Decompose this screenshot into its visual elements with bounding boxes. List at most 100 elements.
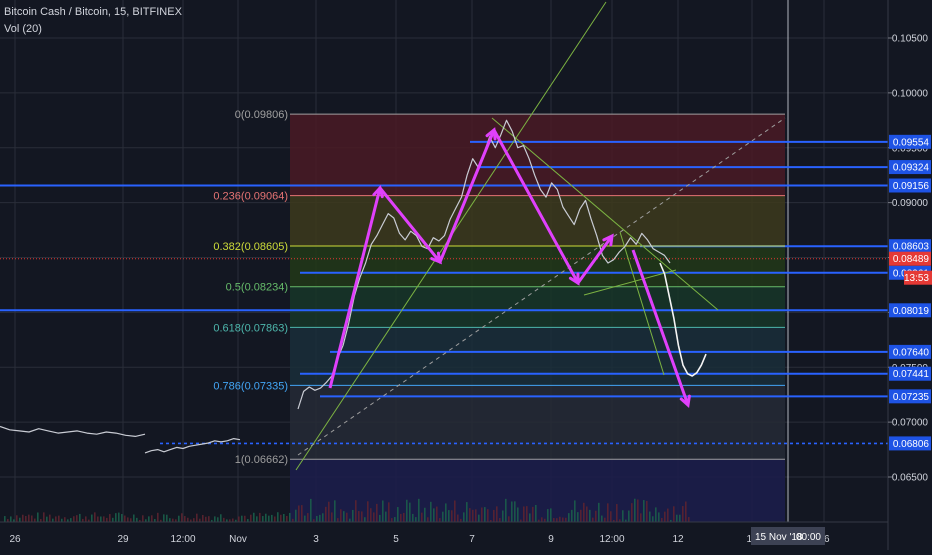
arrowhead-icon[interactable]: [602, 233, 614, 247]
volume-indicator-label[interactable]: Vol (20): [4, 23, 42, 35]
arrowhead-icon[interactable]: [485, 127, 497, 141]
trendlines[interactable]: [295, 1, 786, 471]
volume-bar: [445, 503, 447, 522]
volume-bar: [280, 514, 282, 522]
volume-bar: [307, 513, 309, 522]
x-tick-label[interactable]: 3: [313, 534, 319, 545]
arrowhead-icon[interactable]: [568, 272, 580, 286]
volume-bar: [172, 518, 174, 522]
volume-bar: [460, 518, 462, 522]
volume-bar: [628, 510, 630, 522]
level-price-tag[interactable]: [889, 344, 931, 359]
volume-bar: [622, 510, 624, 522]
fibonacci-retracement[interactable]: 0(0.09806) 0.236(0.09064) 0.382(0.08605) 0.…: [213, 109, 785, 466]
volume-bar: [79, 513, 81, 522]
x-tick-label[interactable]: 9: [548, 534, 554, 545]
level-price-tag[interactable]: [889, 239, 931, 254]
level-price-tag[interactable]: [889, 389, 931, 404]
level-price-label[interactable]: 0.09156: [893, 181, 930, 192]
fib-level-label[interactable]: 0(0.09806): [235, 109, 288, 121]
volume-bar: [439, 518, 441, 522]
volume-bar: [268, 515, 270, 522]
volume-bar: [103, 516, 105, 522]
level-price-label[interactable]: 0.07441: [893, 369, 930, 380]
y-tick-label[interactable]: 0.09000: [892, 198, 929, 209]
level-price-label[interactable]: 0.09554: [893, 137, 930, 148]
level-price-label[interactable]: 0.07235: [893, 392, 930, 403]
volume-bar: [511, 501, 513, 522]
countdown-tag[interactable]: [904, 270, 932, 285]
y-tick-label[interactable]: 0.10500: [892, 34, 929, 45]
y-tick-label[interactable]: 0.06500: [892, 473, 929, 484]
crosshair-date-tag[interactable]: [751, 527, 825, 545]
x-tick-label[interactable]: 26: [9, 534, 21, 545]
trendline[interactable]: [583, 269, 677, 296]
level-price-tag[interactable]: [889, 303, 931, 318]
volume-bar: [139, 519, 141, 522]
last-price-label[interactable]: 0.08489: [893, 254, 930, 265]
volume-bar: [544, 518, 546, 522]
arrowhead-icon[interactable]: [372, 184, 384, 199]
x-tick-label[interactable]: 12:00: [599, 534, 624, 545]
last-price-tag[interactable]: [889, 251, 931, 266]
fib-level-label[interactable]: 0.5(0.08234): [226, 282, 288, 294]
x-tick-label[interactable]: 29: [117, 534, 129, 545]
volume-bar: [394, 517, 396, 522]
arrowhead-icon[interactable]: [430, 251, 442, 265]
volume-bar: [472, 509, 474, 522]
level-price-label[interactable]: 0.08019: [893, 306, 930, 317]
x-tick-label[interactable]: 5: [393, 534, 399, 545]
symbol-title[interactable]: Bitcoin Cash / Bitcoin, 15, BITFINEX: [4, 6, 182, 18]
level-price-tag[interactable]: [889, 366, 931, 381]
level-price-tag[interactable]: [889, 436, 931, 451]
trendline[interactable]: [491, 117, 719, 311]
volume-bar: [331, 512, 333, 522]
level-price-tag[interactable]: [889, 178, 931, 193]
arrowhead-icon[interactable]: [679, 394, 691, 408]
y-tick-label[interactable]: 0.10000: [892, 88, 929, 99]
volume-bar: [73, 516, 75, 522]
volume-bar: [130, 518, 132, 522]
x-tick-label[interactable]: Nov: [229, 534, 247, 545]
horizontal-levels[interactable]: [0, 140, 888, 445]
y-tick-label[interactable]: 0.07000: [892, 418, 929, 429]
pattern-drawing[interactable]: [328, 127, 691, 408]
trendline[interactable]: [619, 231, 665, 376]
x-tick-label[interactable]: 12: [672, 534, 684, 545]
zigzag-path[interactable]: [328, 128, 614, 389]
volume-bar: [679, 514, 681, 522]
fib-level-label[interactable]: 0.618(0.07863): [213, 322, 288, 334]
volume-bar: [565, 517, 567, 522]
x-tick-label[interactable]: 7: [469, 534, 475, 545]
volume-bar: [496, 506, 498, 522]
volume-bar: [118, 512, 120, 522]
level-price-label[interactable]: 0.08603: [893, 242, 930, 253]
volume-bar: [598, 502, 600, 522]
countdown-label[interactable]: 13:53: [904, 273, 929, 284]
volume-bar: [40, 519, 42, 522]
price-axis[interactable]: 0.065000.070000.075000.080000.085000.090…: [887, 0, 932, 550]
projection-curve[interactable]: [659, 262, 707, 377]
crosshair-time-label[interactable]: 00:00: [796, 532, 821, 543]
volume-bar: [412, 513, 414, 522]
crosshair-date-label[interactable]: 15 Nov '18: [755, 532, 803, 543]
fib-level-label[interactable]: 0.786(0.07335): [213, 380, 288, 392]
projection-arrow[interactable]: [631, 249, 690, 406]
fib-level-label[interactable]: 0.236(0.09064): [213, 191, 288, 203]
volume-bar: [664, 511, 666, 522]
x-tick-label[interactable]: 12:00: [170, 534, 195, 545]
level-price-label[interactable]: 0.06806: [893, 439, 930, 450]
volume-bar: [424, 507, 426, 522]
volume-bar: [277, 512, 279, 522]
level-price-tag[interactable]: [889, 160, 931, 175]
volume-bar: [640, 513, 642, 522]
fib-level-label[interactable]: 0.382(0.08605): [213, 241, 288, 253]
fib-level-label[interactable]: 1(0.06662): [235, 454, 288, 466]
volume-bar: [586, 506, 588, 522]
fib-diagonal[interactable]: [297, 117, 786, 456]
level-price-label[interactable]: 0.09324: [893, 163, 930, 174]
level-price-tag[interactable]: [889, 134, 931, 149]
level-price-label[interactable]: 0.07640: [893, 347, 930, 358]
